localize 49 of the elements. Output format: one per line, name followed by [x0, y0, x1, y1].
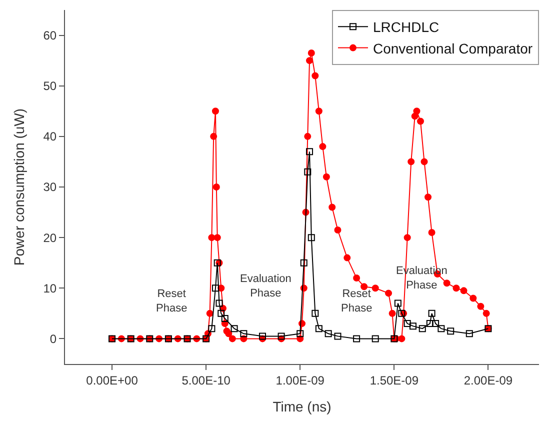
point	[334, 332, 342, 340]
point	[394, 300, 402, 307]
point	[466, 330, 473, 338]
point	[324, 330, 332, 338]
x-tick-label: 1.00E-09	[276, 373, 325, 388]
point	[404, 320, 411, 328]
annotation: Reset Phase	[341, 288, 372, 314]
point	[306, 148, 314, 156]
point	[438, 325, 445, 332]
legend-label: Conventional Comparator	[373, 40, 533, 56]
point	[308, 234, 315, 242]
point	[315, 325, 322, 332]
point	[312, 310, 319, 317]
point	[216, 300, 223, 307]
point	[353, 335, 360, 342]
y-tick-label: 30	[43, 180, 57, 194]
point	[240, 330, 248, 338]
point	[300, 259, 308, 266]
point	[278, 332, 285, 340]
point	[447, 328, 454, 335]
point	[259, 332, 266, 340]
y-tick-label: 60	[43, 28, 57, 42]
point	[304, 168, 312, 176]
y-tick-label: 20	[43, 230, 57, 245]
point	[221, 314, 228, 322]
annotation: Evaluation Phase	[240, 273, 292, 300]
y-axis-title: Power consumption (uW)	[10, 108, 27, 266]
legend-label: LRCHDLC	[373, 19, 440, 36]
x-tick-label: 2.00E-09	[464, 373, 513, 388]
y-tick-label: 50	[43, 79, 57, 94]
point	[432, 320, 440, 328]
y-tick-label: 10	[43, 281, 57, 296]
x-axis-title: Time (ns)	[272, 398, 332, 415]
point	[218, 310, 225, 317]
y-tick-label: 40	[43, 130, 57, 144]
point	[296, 330, 304, 338]
point	[418, 325, 426, 332]
point	[372, 335, 379, 342]
y-tick-label: 0	[50, 332, 57, 346]
point	[409, 322, 416, 330]
point	[208, 325, 216, 332]
point	[428, 310, 436, 317]
point	[426, 320, 434, 328]
x-tick-label: 5.00E-10	[182, 373, 231, 388]
point	[212, 284, 219, 292]
annotation: Reset Phase	[156, 288, 188, 314]
x-tick-label: 0.00E+00	[86, 373, 138, 388]
point	[230, 325, 238, 332]
x-tick-label: 1.50E-09	[370, 373, 419, 388]
